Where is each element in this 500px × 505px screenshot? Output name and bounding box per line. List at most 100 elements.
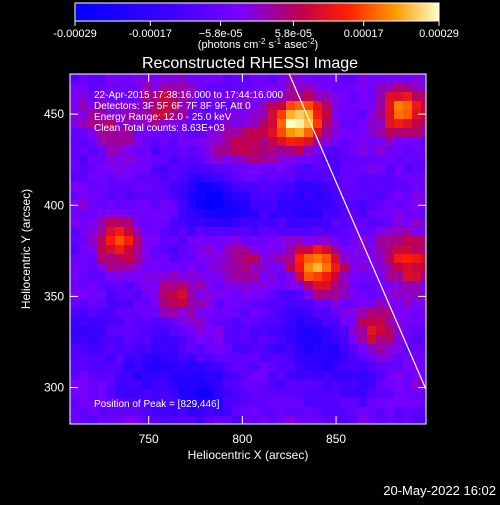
info-line: Clean Total counts: 8.63E+03	[94, 123, 225, 134]
heatmap-cell	[205, 353, 215, 363]
heatmap-cell	[259, 398, 269, 408]
heatmap-cell	[160, 281, 170, 291]
heatmap-cell	[403, 164, 413, 174]
heatmap-cell	[277, 128, 287, 138]
heatmap-cell	[277, 254, 287, 264]
heatmap-cell	[385, 380, 395, 390]
heatmap-cell	[124, 263, 134, 273]
heatmap-cell	[259, 74, 269, 84]
heatmap-cell	[70, 380, 80, 390]
heatmap-cell	[232, 245, 242, 255]
heatmap-cell	[412, 164, 422, 174]
heatmap-cell	[133, 290, 143, 300]
heatmap-cell	[313, 209, 323, 219]
heatmap-cell	[349, 281, 359, 291]
heatmap-cell	[115, 200, 125, 210]
heatmap-cell	[160, 344, 170, 354]
heatmap-cell	[79, 362, 89, 372]
heatmap-cell	[178, 389, 188, 399]
heatmap-cell	[142, 101, 152, 111]
heatmap-cell	[295, 308, 305, 318]
heatmap-cell	[340, 353, 350, 363]
heatmap-cell	[151, 173, 161, 183]
heatmap-cell	[268, 83, 278, 93]
heatmap-cell	[304, 209, 314, 219]
heatmap-cell	[142, 281, 152, 291]
heatmap-cell	[133, 218, 143, 228]
heatmap-cell	[205, 83, 215, 93]
heatmap-cell	[142, 236, 152, 246]
heatmap-cell	[349, 380, 359, 390]
heatmap-cell	[421, 416, 426, 424]
heatmap-cell	[358, 326, 368, 336]
y-tick-label: 400	[44, 198, 64, 212]
heatmap-cell	[277, 317, 287, 327]
heatmap-cell	[295, 299, 305, 309]
heatmap-cell	[421, 290, 426, 300]
heatmap-cell	[259, 227, 269, 237]
heatmap-cell	[250, 218, 260, 228]
heatmap-cell	[340, 290, 350, 300]
heatmap-cell	[313, 218, 323, 228]
heatmap-cell	[241, 101, 251, 111]
heatmap-cell	[286, 398, 296, 408]
heatmap-cell	[313, 344, 323, 354]
heatmap-cell	[313, 74, 323, 84]
heatmap-cell	[367, 110, 377, 120]
heatmap-cell	[196, 83, 206, 93]
heatmap-cell	[223, 110, 233, 120]
heatmap-cell	[268, 137, 278, 147]
heatmap-cell	[367, 371, 377, 381]
heatmap-cell	[268, 353, 278, 363]
heatmap-cell	[232, 128, 242, 138]
heatmap-cell	[169, 254, 179, 264]
heatmap-cell	[286, 155, 296, 165]
colorbar	[74, 2, 440, 22]
heatmap-cell	[358, 335, 368, 345]
heatmap-cell	[385, 110, 395, 120]
heatmap-cell	[196, 308, 206, 318]
heatmap-cell	[196, 326, 206, 336]
heatmap-cell	[160, 209, 170, 219]
heatmap-cell	[376, 416, 386, 424]
heatmap-cell	[115, 119, 125, 129]
heatmap-cell	[277, 290, 287, 300]
heatmap-cell	[232, 281, 242, 291]
heatmap-cell	[79, 281, 89, 291]
heatmap-cell	[286, 317, 296, 327]
heatmap-cell	[367, 299, 377, 309]
y-tick-label: 350	[44, 289, 64, 303]
heatmap-cell	[160, 128, 170, 138]
heatmap-cell	[367, 101, 377, 111]
heatmap-cell	[385, 254, 395, 264]
solar-limb-line	[288, 74, 426, 390]
heatmap-cell	[313, 353, 323, 363]
heatmap-cell	[331, 254, 341, 264]
heatmap-cell	[223, 281, 233, 291]
heatmap-cell	[187, 245, 197, 255]
heatmap-cell	[196, 209, 206, 219]
heatmap-cell	[349, 128, 359, 138]
heatmap-cell	[223, 119, 233, 129]
heatmap-cell	[97, 191, 107, 201]
heatmap-cell	[187, 101, 197, 111]
heatmap-cell	[178, 128, 188, 138]
heatmap-cell	[196, 101, 206, 111]
heatmap-cell	[394, 362, 404, 372]
heatmap-cell	[277, 353, 287, 363]
heatmap-cell	[97, 119, 107, 129]
heatmap-cell	[322, 317, 332, 327]
heatmap-cell	[313, 137, 323, 147]
heatmap-cell	[358, 182, 368, 192]
heatmap-cell	[385, 290, 395, 300]
heatmap-cell	[268, 155, 278, 165]
heatmap-cell	[205, 389, 215, 399]
heatmap-cell	[385, 245, 395, 255]
heatmap-cell	[214, 353, 224, 363]
heatmap-cell	[241, 209, 251, 219]
heatmap-cell	[421, 227, 426, 237]
heatmap-cell	[124, 290, 134, 300]
heatmap-cell	[124, 353, 134, 363]
heatmap-cell	[133, 326, 143, 336]
heatmap-cell	[97, 182, 107, 192]
